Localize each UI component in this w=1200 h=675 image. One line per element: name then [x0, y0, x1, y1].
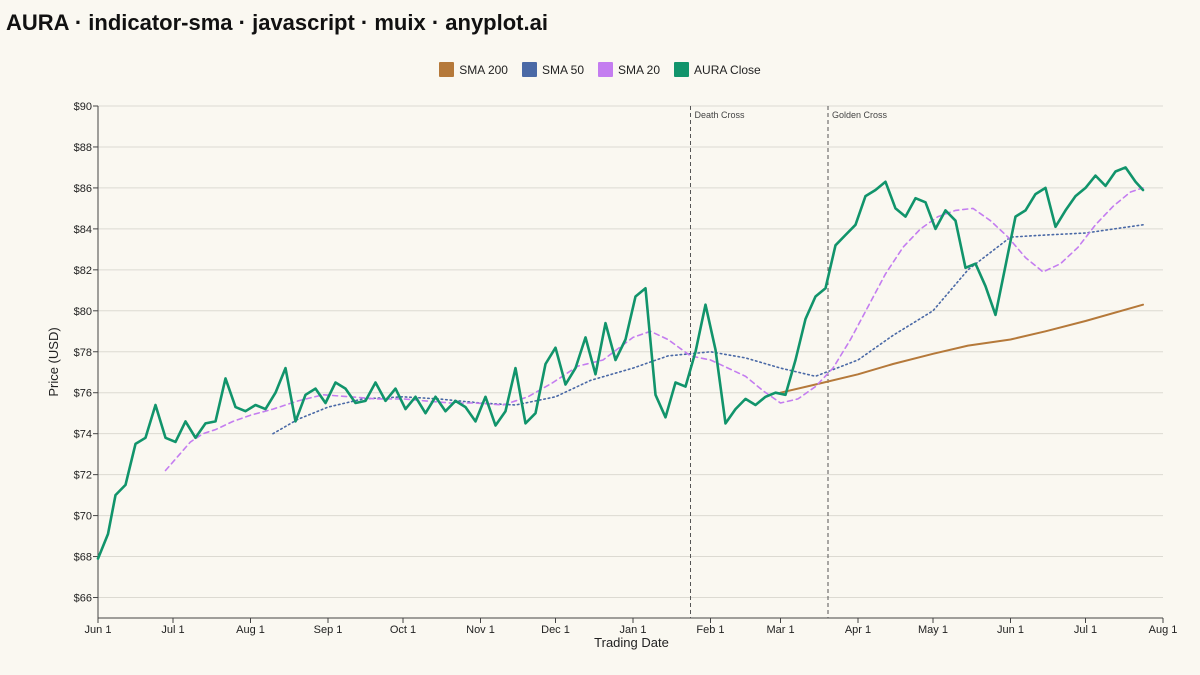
x-tick-label: Oct 1 [390, 624, 416, 636]
page-title: AURA · indicator-sma · javascript · muix… [6, 10, 548, 35]
x-tick-label: Jul 1 [1074, 624, 1097, 636]
y-tick-label: $72 [74, 470, 92, 482]
series-line-sma-200 [779, 303, 1144, 394]
series-line-aura-close [96, 166, 1145, 560]
y-tick-label: $90 [74, 101, 92, 113]
x-tick-label: Jun 1 [997, 624, 1024, 636]
legend-swatch [521, 62, 537, 77]
legend-item-sma-20[interactable]: SMA 20 [598, 62, 660, 77]
series-line-sma-50 [272, 224, 1144, 435]
y-axis-label: Price (USD) [46, 327, 61, 396]
legend-label: SMA 50 [541, 62, 584, 77]
x-tick-label: Jan 1 [620, 624, 647, 636]
x-tick-label: Aug 1 [236, 624, 265, 636]
x-tick-label: Sep 1 [314, 624, 343, 636]
y-tick-label: $86 [74, 183, 92, 195]
legend-swatch [674, 62, 690, 77]
x-tick-label: May 1 [918, 624, 948, 636]
y-tick-label: $66 [74, 593, 92, 605]
legend-item-aura-close[interactable]: AURA Close [674, 62, 761, 77]
x-tick-label: Feb 1 [696, 624, 724, 636]
y-tick-label: $80 [74, 306, 92, 318]
legend-item-sma-50[interactable]: SMA 50 [521, 62, 584, 77]
legend: SMA 200 SMA 50 SMA 20 AURA Close [0, 62, 1200, 77]
x-axis-label: Trading Date [594, 635, 669, 650]
x-tick-label: Dec 1 [541, 624, 570, 636]
x-tick-label: Apr 1 [845, 624, 871, 636]
y-tick-label: $84 [74, 224, 92, 236]
annotation-label: Death Cross [695, 110, 746, 120]
x-tick-label: Mar 1 [766, 624, 794, 636]
legend-label: SMA 200 [459, 62, 508, 77]
series-line-sma-20 [164, 187, 1144, 472]
legend-swatch [439, 62, 455, 77]
y-tick-label: $76 [74, 388, 92, 400]
x-tick-label: Jun 1 [85, 624, 112, 636]
y-tick-label: $70 [74, 511, 92, 523]
y-tick-label: $68 [74, 552, 92, 564]
annotation-label: Golden Cross [832, 110, 888, 120]
y-tick-label: $78 [74, 347, 92, 359]
x-tick-label: Jul 1 [161, 624, 184, 636]
x-tick-label: Nov 1 [466, 624, 495, 636]
x-tick-label: Aug 1 [1149, 624, 1178, 636]
legend-swatch [598, 62, 613, 77]
legend-label: SMA 20 [618, 62, 661, 77]
legend-label: AURA Close [694, 62, 761, 77]
y-tick-label: $74 [74, 429, 92, 441]
y-tick-label: $88 [74, 142, 92, 154]
legend-item-sma-200[interactable]: SMA 200 [439, 62, 508, 77]
y-tick-label: $82 [74, 265, 92, 277]
